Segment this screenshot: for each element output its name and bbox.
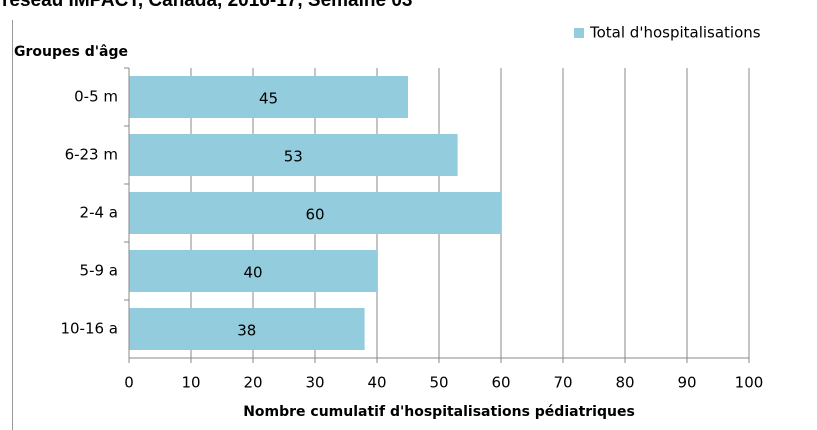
y-axis-title: Groupes d'âge (14, 44, 128, 60)
x-tick-label: 90 (677, 374, 696, 392)
x-tick-label: 10 (181, 374, 200, 392)
y-tick-label: 5-9 a (80, 262, 118, 280)
legend-swatch (574, 28, 584, 38)
bar (129, 308, 365, 350)
x-tick-label: 100 (735, 374, 764, 392)
value-label: 38 (237, 322, 256, 340)
x-tick-label: 80 (615, 374, 634, 392)
x-tick-label: 30 (305, 374, 324, 392)
y-tick-label: 0-5 m (74, 88, 118, 106)
x-axis-title: Nombre cumulatif d'hospitalisations pédi… (243, 404, 635, 420)
bar (129, 76, 408, 118)
bar (129, 192, 501, 234)
chart-title: réseau IMPACT, Canada, 2016-17, Semaine … (2, 0, 412, 11)
x-tick-label: 20 (243, 374, 262, 392)
x-tick-label: 50 (429, 374, 448, 392)
value-label: 53 (284, 148, 303, 166)
value-label: 40 (243, 264, 262, 282)
value-label: 45 (259, 90, 278, 108)
x-tick-label: 60 (491, 374, 510, 392)
legend-label: Total d'hospitalisations (589, 24, 761, 42)
y-tick-label: 10-16 a (60, 320, 118, 338)
x-tick-label: 40 (367, 374, 386, 392)
y-tick-label: 6-23 m (65, 146, 118, 164)
bar (129, 134, 458, 176)
y-tick-label: 2-4 a (80, 204, 118, 222)
x-tick-label: 0 (124, 374, 134, 392)
bar (129, 250, 377, 292)
x-tick-label: 70 (553, 374, 572, 392)
value-label: 60 (305, 206, 324, 224)
